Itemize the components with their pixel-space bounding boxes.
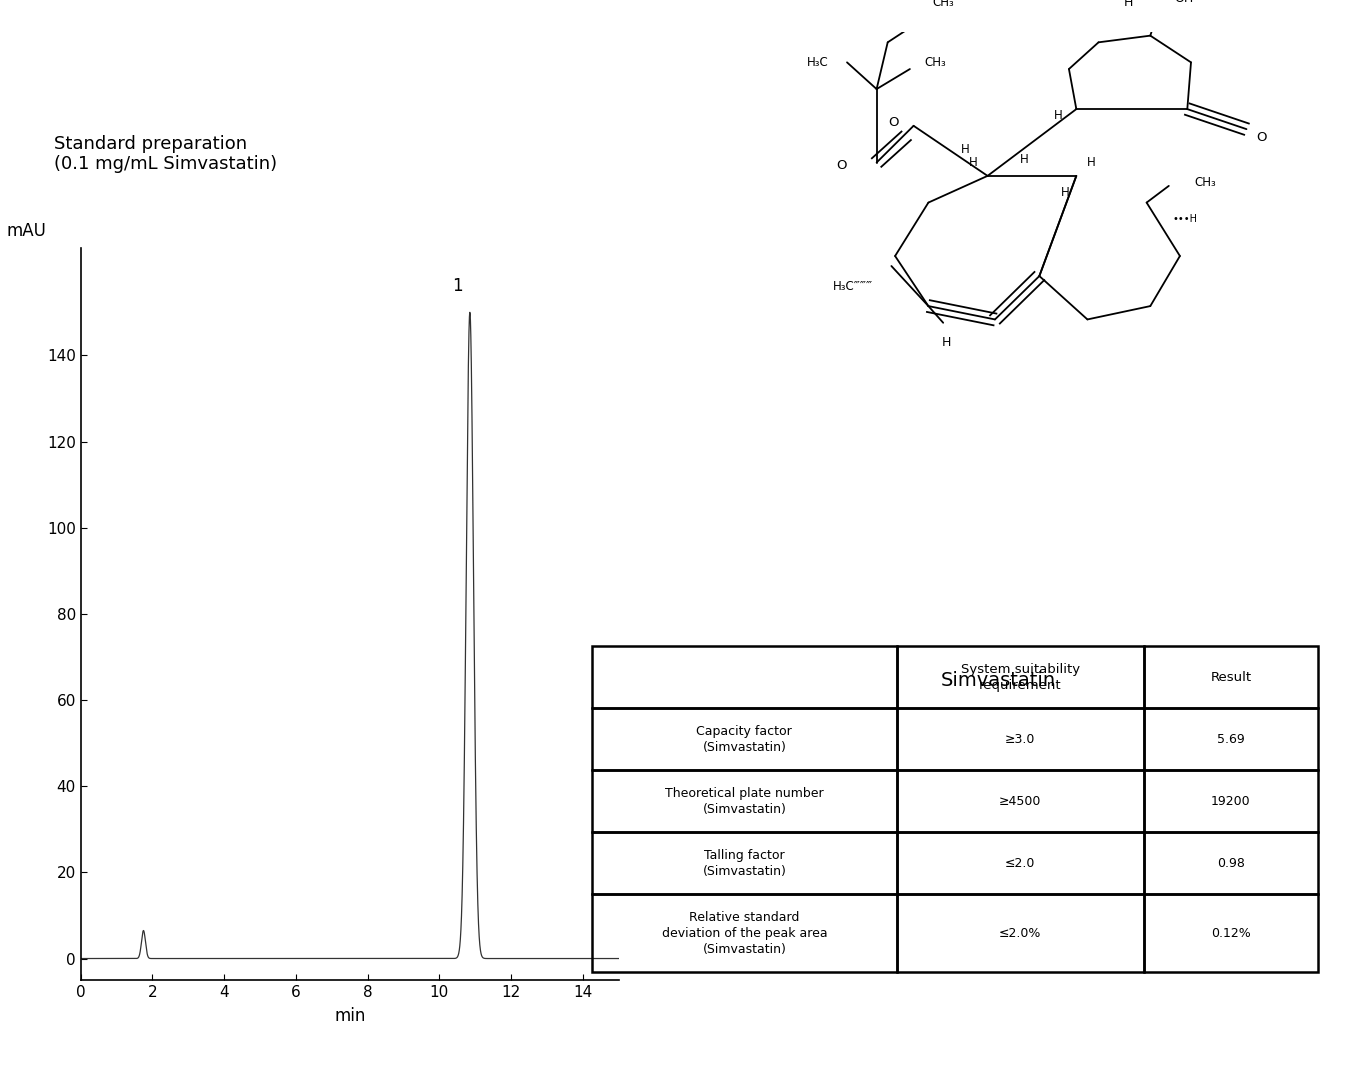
Bar	[592, 894, 897, 971]
Text: H: H	[968, 156, 978, 169]
Bar	[1143, 646, 1318, 709]
X-axis label: min: min	[334, 1007, 366, 1025]
Text: ≤2.0%: ≤2.0%	[999, 926, 1041, 939]
Text: ≤2.0: ≤2.0	[1005, 857, 1036, 870]
Text: OH: OH	[1174, 0, 1193, 5]
Bar	[897, 894, 1143, 971]
Text: H: H	[1020, 153, 1029, 166]
Text: 0.12%: 0.12%	[1210, 926, 1251, 939]
Text: CH₃: CH₃	[932, 0, 954, 9]
Text: Standard preparation
(0.1 mg/mL Simvastatin): Standard preparation (0.1 mg/mL Simvasta…	[54, 135, 277, 173]
Bar	[592, 646, 897, 709]
Text: H: H	[1087, 156, 1096, 169]
Bar	[897, 709, 1143, 770]
Text: H₃C: H₃C	[807, 56, 829, 69]
Text: CH₃: CH₃	[925, 56, 947, 69]
Bar	[897, 833, 1143, 894]
Bar	[1143, 709, 1318, 770]
Text: H: H	[1061, 186, 1069, 199]
Text: System suitability
requirement: System suitability requirement	[960, 662, 1080, 691]
Text: Talling factor
(Simvastatin): Talling factor (Simvastatin)	[702, 849, 787, 878]
Text: H: H	[1123, 0, 1132, 9]
Bar	[897, 770, 1143, 833]
Bar	[1143, 894, 1318, 971]
Text: Capacity factor
(Simvastatin): Capacity factor (Simvastatin)	[697, 725, 792, 754]
Text: 0.98: 0.98	[1217, 857, 1245, 870]
Bar	[592, 833, 897, 894]
Bar	[1143, 770, 1318, 833]
Text: •••H: •••H	[1173, 214, 1197, 224]
Text: H₃C‴‴‴: H₃C‴‴‴	[833, 280, 873, 293]
Text: Result: Result	[1210, 671, 1251, 684]
Text: H: H	[1053, 109, 1063, 123]
Bar	[592, 770, 897, 833]
Text: H: H	[943, 336, 951, 349]
Text: ≥3.0: ≥3.0	[1005, 732, 1036, 745]
Text: Theoretical plate number
(Simvastatin): Theoretical plate number (Simvastatin)	[664, 787, 823, 815]
Text: O: O	[888, 116, 898, 129]
Text: CH₃: CH₃	[1194, 176, 1216, 190]
Text: 19200: 19200	[1210, 795, 1251, 808]
Text: 1: 1	[452, 277, 463, 295]
Text: O: O	[1256, 131, 1267, 144]
Y-axis label: mAU: mAU	[7, 222, 47, 240]
Bar	[1143, 833, 1318, 894]
Text: Simvastatin: Simvastatin	[941, 671, 1056, 689]
Text: 5.69: 5.69	[1217, 732, 1245, 745]
Text: ≥4500: ≥4500	[999, 795, 1041, 808]
Bar	[897, 646, 1143, 709]
Text: H: H	[960, 142, 970, 156]
Text: O: O	[837, 159, 847, 172]
Bar	[592, 709, 897, 770]
Text: Relative standard
deviation of the peak area
(Simvastatin): Relative standard deviation of the peak …	[662, 911, 827, 955]
